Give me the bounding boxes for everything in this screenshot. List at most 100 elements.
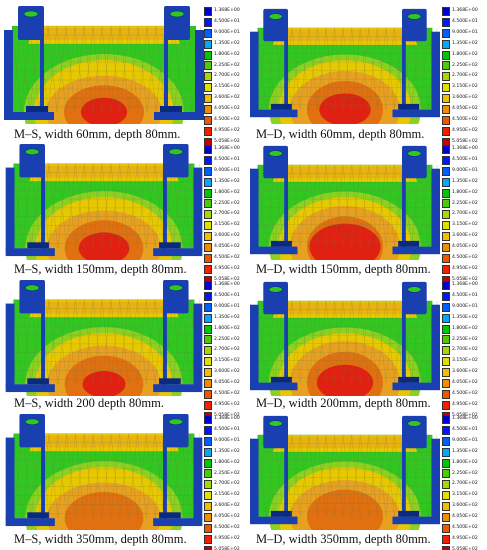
right-wall — [195, 30, 204, 114]
legend-entry: 4.950E+02 — [442, 534, 486, 545]
legend-entry: 4.500E+01 — [204, 155, 248, 166]
legend-swatch — [204, 221, 212, 231]
legend-label: 5.058E+02 — [214, 138, 240, 144]
legend-entry: 4.950E+02 — [204, 126, 248, 137]
legend-label: 4.500E+01 — [452, 157, 478, 163]
anchor-hole — [25, 284, 40, 292]
legend-entry: 3.150E+02 — [204, 490, 248, 501]
top-slab-core — [40, 165, 168, 178]
legend-swatch — [442, 512, 450, 522]
legend-label: 4.050E+02 — [214, 514, 240, 520]
legend-entry: 1.800E+02 — [204, 50, 248, 61]
anchor-rod — [41, 439, 45, 523]
base-plate-left — [250, 246, 298, 255]
legend-entry: 3.600E+02 — [442, 231, 486, 242]
legend-label: 4.050E+02 — [452, 380, 478, 386]
anchor-hole — [407, 286, 422, 293]
base-plate-left — [5, 518, 55, 527]
anchor-rod — [402, 440, 406, 521]
anchor-hole — [268, 150, 283, 157]
legend-entry: 4.500E+01 — [442, 425, 486, 436]
legend-swatch — [204, 389, 212, 399]
base-plate-inner — [27, 378, 49, 385]
legend-label: 3.600E+02 — [214, 503, 240, 509]
legend-swatch — [442, 545, 450, 550]
base-plate-right — [392, 109, 440, 118]
legend-label: 4.500E+02 — [214, 391, 240, 397]
legend-entry: 2.700E+02 — [442, 479, 486, 490]
legend-entry: 2.250E+02 — [442, 334, 486, 345]
panel-caption: M–S, width 200 depth 80mm. — [14, 396, 165, 410]
legend-label: 4.050E+02 — [452, 106, 478, 112]
legend-entry: 1.368E+00 — [442, 144, 486, 155]
anchor-hole — [168, 284, 183, 292]
legend-swatch — [204, 155, 212, 165]
legend-label: 2.250E+02 — [452, 200, 478, 206]
legend-label: 4.050E+02 — [214, 106, 240, 112]
anchor-rod — [41, 305, 45, 389]
legend-entry: 4.050E+02 — [204, 104, 248, 115]
legend-entry: 4.500E+01 — [204, 17, 248, 28]
anchor-rod — [284, 440, 288, 521]
legend-entry: 9.000E+01 — [204, 28, 248, 39]
legend-entry: 4.950E+02 — [204, 264, 248, 275]
right-wall — [431, 304, 440, 385]
legend-entry: 2.250E+02 — [204, 198, 248, 209]
contour-legend: 1.368E+00 4.500E+01 9.000E+01 1.350E+02 1.80… — [204, 144, 248, 286]
right-wall — [431, 31, 440, 112]
legend-swatch — [442, 199, 450, 209]
anchor-rod — [163, 169, 167, 253]
legend-entry: 2.700E+02 — [442, 71, 486, 82]
legend-label: 3.150E+02 — [452, 84, 478, 90]
top-slab-core — [283, 29, 407, 42]
top-slab-core — [283, 302, 407, 315]
legend-label: 2.250E+02 — [452, 62, 478, 68]
legend-entry: 1.800E+02 — [442, 50, 486, 61]
top-slab-core — [283, 436, 407, 449]
legend-swatch — [204, 61, 212, 71]
legend-swatch — [442, 480, 450, 490]
legend-entry: 4.950E+02 — [442, 264, 486, 275]
legend-entry: 1.368E+00 — [204, 414, 248, 425]
base-plate-inner — [270, 240, 292, 247]
legend-swatch — [204, 188, 212, 198]
base-plate-inner — [27, 242, 49, 249]
legend-entry: 3.150E+02 — [204, 82, 248, 93]
legend-label: 4.500E+01 — [452, 19, 478, 25]
legend-entry: 4.500E+01 — [204, 291, 248, 302]
panel-caption: M–S, width 60mm, depth 80mm. — [14, 127, 181, 141]
legend-swatch — [204, 6, 212, 16]
legend-swatch — [204, 425, 212, 435]
legend-entry: 1.368E+00 — [204, 6, 248, 17]
fe-model-plot — [250, 8, 440, 124]
legend-entry: 5.058E+02 — [442, 545, 486, 550]
contour-panel-md-150: 1.368E+00 4.500E+01 9.000E+01 1.350E+02 1.80… — [250, 142, 482, 285]
legend-entry: 1.350E+02 — [204, 39, 248, 50]
fe-mesh — [11, 25, 202, 113]
legend-entry: 1.800E+02 — [204, 324, 248, 335]
legend-label: 5.058E+02 — [452, 412, 478, 418]
legend-entry: 1.350E+02 — [204, 313, 248, 324]
anchor-rod — [163, 439, 167, 523]
legend-label: 4.500E+01 — [214, 19, 240, 25]
legend-swatch — [442, 104, 450, 114]
legend-label: 2.700E+02 — [452, 73, 478, 79]
legend-swatch — [442, 447, 450, 457]
legend-label: 4.500E+01 — [214, 157, 240, 163]
legend-swatch — [204, 104, 212, 114]
legend-label: 2.250E+02 — [214, 336, 240, 342]
legend-entry: 2.250E+02 — [204, 468, 248, 479]
legend-label: 1.350E+02 — [452, 40, 478, 46]
legend-label: 1.800E+02 — [452, 459, 478, 465]
anchor-hole — [168, 148, 183, 156]
panel-caption: M–D, width 200mm, depth 80mm. — [256, 396, 431, 410]
legend-entry: 4.950E+02 — [442, 400, 486, 411]
legend-swatch — [204, 534, 212, 544]
legend-entry: 4.500E+02 — [204, 523, 248, 534]
legend-swatch — [442, 346, 450, 356]
legend-label: 4.050E+02 — [452, 514, 478, 520]
legend-swatch — [204, 291, 212, 301]
legend-label: 2.700E+02 — [214, 347, 240, 353]
legend-label: 2.700E+02 — [214, 73, 240, 79]
legend-swatch — [442, 115, 450, 125]
